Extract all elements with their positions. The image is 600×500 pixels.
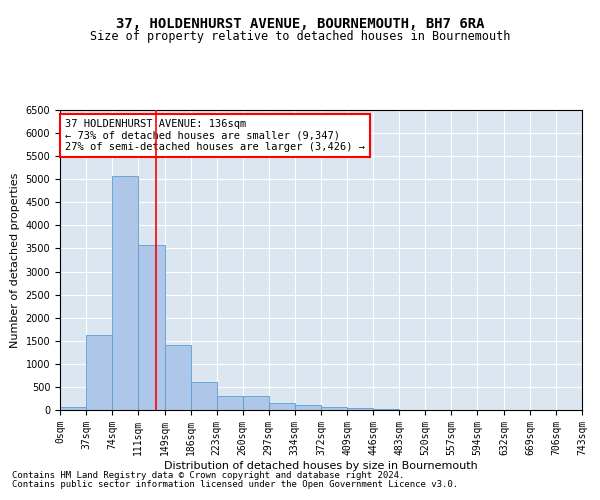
X-axis label: Distribution of detached houses by size in Bournemouth: Distribution of detached houses by size … xyxy=(164,460,478,470)
Bar xyxy=(138,245,164,410)
Text: Contains public sector information licensed under the Open Government Licence v3: Contains public sector information licen… xyxy=(12,480,458,489)
Bar xyxy=(295,406,322,410)
Bar xyxy=(322,406,347,410)
Bar xyxy=(191,382,217,410)
Bar xyxy=(60,406,86,410)
Bar xyxy=(242,396,269,410)
Text: Size of property relative to detached houses in Bournemouth: Size of property relative to detached ho… xyxy=(90,30,510,43)
Bar xyxy=(86,335,112,410)
Text: Contains HM Land Registry data © Crown copyright and database right 2024.: Contains HM Land Registry data © Crown c… xyxy=(12,471,404,480)
Y-axis label: Number of detached properties: Number of detached properties xyxy=(10,172,20,348)
Bar xyxy=(347,408,373,410)
Bar xyxy=(373,408,400,410)
Bar xyxy=(217,396,242,410)
Text: 37, HOLDENHURST AVENUE, BOURNEMOUTH, BH7 6RA: 37, HOLDENHURST AVENUE, BOURNEMOUTH, BH7… xyxy=(116,18,484,32)
Bar xyxy=(112,176,138,410)
Bar xyxy=(164,346,191,410)
Bar xyxy=(269,403,295,410)
Text: 37 HOLDENHURST AVENUE: 136sqm
← 73% of detached houses are smaller (9,347)
27% o: 37 HOLDENHURST AVENUE: 136sqm ← 73% of d… xyxy=(65,119,365,152)
